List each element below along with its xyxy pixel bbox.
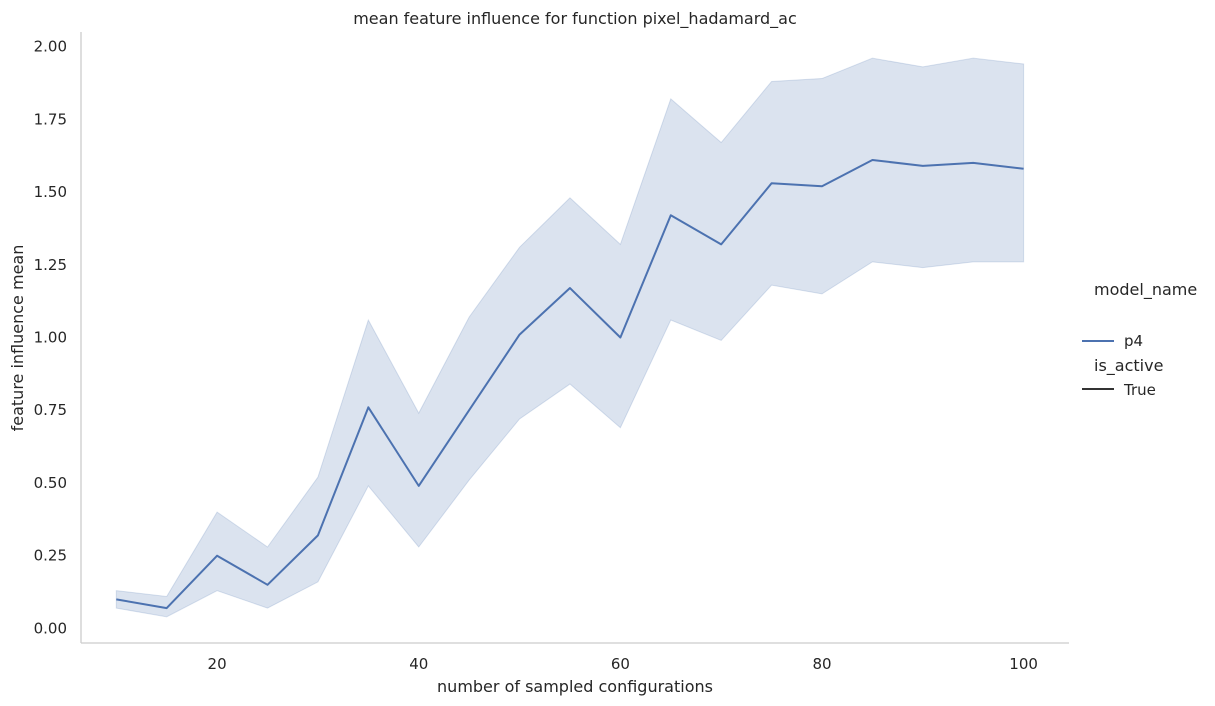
y-tick-label: 1.25 <box>34 256 67 274</box>
chart-title: mean feature influence for function pixe… <box>353 9 797 29</box>
y-tick-label: 0.00 <box>34 619 67 637</box>
y-axis-title: feature influence mean <box>8 245 27 432</box>
y-tick-label: 2.00 <box>34 38 67 56</box>
y-tick-label: 1.75 <box>34 110 67 128</box>
x-tick-label: 80 <box>812 655 831 673</box>
x-tick-label: 20 <box>208 655 227 673</box>
y-tick-label: 0.25 <box>34 547 67 565</box>
x-tick-label: 40 <box>409 655 428 673</box>
x-tick-label: 60 <box>611 655 630 673</box>
legend-hue-title: model_name <box>1094 280 1197 300</box>
legend: model_name p4 is_active True <box>1082 280 1197 399</box>
plot-area <box>115 57 1025 618</box>
y-tick-label: 1.50 <box>34 183 67 201</box>
y-tick-label: 0.50 <box>34 474 67 492</box>
legend-label-true: True <box>1123 381 1156 399</box>
y-tick-label: 0.75 <box>34 401 67 419</box>
x-tick-label: 100 <box>1009 655 1038 673</box>
y-tick-label: 1.00 <box>34 329 67 347</box>
legend-style-title: is_active <box>1094 356 1163 376</box>
confidence-band-p4 <box>115 57 1025 618</box>
series-line-p4 <box>116 159 1024 610</box>
y-axis-ticks: 0.00 0.25 0.50 0.75 1.00 1.25 1.50 1.75 2.00 <box>34 38 67 638</box>
x-axis-ticks: 20 40 60 80 100 <box>208 655 1038 673</box>
legend-label-p4: p4 <box>1124 332 1143 350</box>
x-axis-title: number of sampled configurations <box>437 677 713 696</box>
